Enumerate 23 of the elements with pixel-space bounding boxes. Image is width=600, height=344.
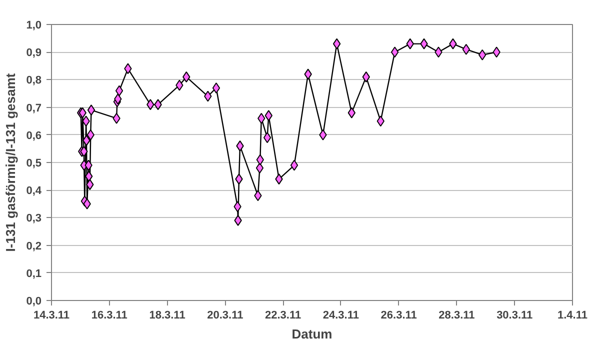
y-tick-label: 0,1 bbox=[26, 268, 42, 280]
y-tick-label: 0,3 bbox=[26, 212, 42, 225]
x-axis-title: Datum bbox=[292, 326, 332, 342]
x-tick-label: 1.4.11 bbox=[558, 310, 588, 322]
x-tick-label: 28.3.11 bbox=[438, 310, 475, 322]
y-tick-label: 0,8 bbox=[26, 74, 42, 87]
x-tick-label: 22.3.11 bbox=[265, 310, 302, 322]
y-tick-label: 0,6 bbox=[26, 130, 42, 142]
x-tick-label: 26.3.11 bbox=[380, 310, 417, 322]
x-tick-label: 24.3.11 bbox=[322, 310, 359, 322]
y-tick-label: 0,7 bbox=[26, 102, 42, 114]
x-tick-label: 14.3.11 bbox=[33, 310, 70, 322]
y-tick-label: 1,0 bbox=[26, 20, 42, 32]
x-tick-label: 20.3.11 bbox=[207, 310, 244, 322]
x-tick-label: 18.3.11 bbox=[149, 310, 186, 322]
y-tick-label: 0,0 bbox=[26, 296, 42, 308]
x-tick-label: 16.3.11 bbox=[91, 310, 128, 322]
y-tick-label: 0,2 bbox=[26, 240, 42, 252]
y-tick-label: 0,4 bbox=[26, 185, 42, 198]
y-axis-title: I-131 gasförmig/I-131 gesamt bbox=[3, 72, 18, 252]
y-tick-label: 0,9 bbox=[26, 47, 42, 60]
x-tick-label: 30.3.11 bbox=[496, 310, 533, 322]
y-tick-label: 0,5 bbox=[26, 158, 42, 170]
